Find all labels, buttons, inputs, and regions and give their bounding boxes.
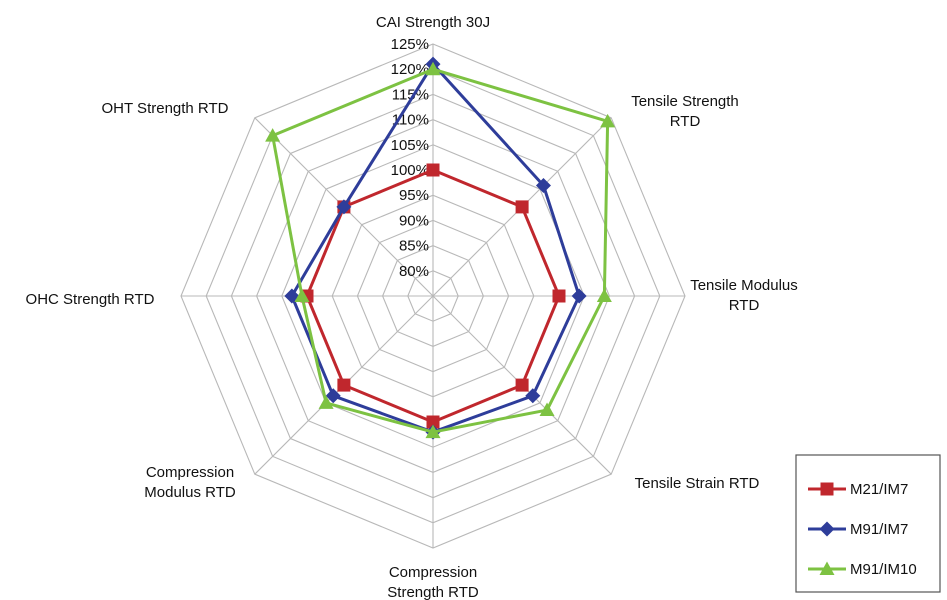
data-point-m91-im10-oht-strength-rtd — [265, 128, 281, 142]
data-point-m91-im7-oht-strength-rtd — [336, 199, 352, 215]
axis-label-tensile-strain-rtd: Tensile Strain RTD — [635, 475, 760, 492]
series-line-m91-im10 — [271, 67, 610, 434]
legend-item-m91-im10: M91/IM10 — [808, 561, 917, 578]
tick-label: 95% — [399, 187, 429, 204]
axis-label-oht-strength-rtd: OHT Strength RTD — [102, 100, 229, 117]
data-point-m91-im10-cai-strength-30j — [425, 61, 441, 76]
axis-label-tensile-strength-rtd: Tensile Strength RTD — [631, 93, 739, 130]
series-line-m91-im7 — [290, 62, 581, 434]
data-point-m21-im7-tensile-modulus-rtd — [552, 289, 566, 303]
legend-marker-m21-im7 — [820, 482, 834, 496]
tick-label: 115% — [392, 86, 429, 103]
legend-label-m21-im7: M21/IM7 — [850, 481, 908, 498]
legend-box — [795, 454, 941, 593]
tick-label: 100% — [391, 162, 429, 179]
legend-item-m21-im7: M21/IM7 — [808, 481, 908, 498]
tick-label: 90% — [399, 212, 429, 229]
series-m91-im10 — [265, 61, 616, 439]
data-point-m91-im7-tensile-strength-rtd — [535, 178, 551, 194]
data-point-m91-im10-tensile-strength-rtd — [600, 113, 616, 128]
axis-label-compression-modulus-rtd: Compression Modulus RTD — [144, 464, 236, 501]
data-point-m21-im7-compression-modulus-rtd — [337, 378, 351, 392]
data-point-m91-im10-tensile-modulus-rtd — [596, 288, 612, 302]
legend: M21/IM7 M91/IM7 M91/IM10 — [795, 454, 941, 593]
tick-label: 80% — [399, 263, 429, 280]
data-point-m91-im7-compression-modulus-rtd — [325, 388, 341, 404]
tick-label: 105% — [391, 137, 429, 154]
data-point-m21-im7-tensile-strain-rtd — [515, 378, 529, 392]
tick-label: 85% — [399, 238, 429, 255]
legend-label-m91-im7: M91/IM7 — [850, 521, 908, 538]
data-point-m91-im7-tensile-modulus-rtd — [571, 288, 587, 304]
axis-label-tensile-modulus-rtd: Tensile Modulus RTD — [690, 277, 798, 314]
legend-label-m91-im10: M91/IM10 — [850, 561, 917, 578]
data-point-m91-im10-ohc-strength-rtd — [294, 288, 310, 302]
legend-marker-m91-im7 — [819, 521, 835, 537]
data-point-m91-im7-ohc-strength-rtd — [284, 288, 300, 304]
axis-label-cai-strength-30j: CAI Strength 30J — [376, 14, 490, 31]
axis-label-ohc-strength-rtd: OHC Strength RTD — [26, 291, 155, 308]
tick-label: 120% — [391, 61, 429, 78]
tick-label: 125% — [391, 36, 429, 53]
data-point-m91-im10-compression-modulus-rtd — [318, 395, 334, 409]
data-point-m91-im7-tensile-strain-rtd — [525, 388, 541, 404]
legend-marker-m91-im10 — [819, 561, 835, 575]
data-point-m91-im10-compression-strength-rtd — [425, 424, 441, 439]
axis-label-compression-strength-rtd: Compression Strength RTD — [387, 564, 479, 600]
data-point-m91-im10-tensile-strain-rtd — [539, 402, 555, 417]
data-point-m21-im7-cai-strength-30j — [426, 163, 440, 177]
axis-labels: CAI Strength 30J Tensile Strength RTD Tensi… — [26, 14, 798, 600]
data-point-m21-im7-compression-strength-rtd — [426, 415, 440, 429]
legend-item-m91-im7: M91/IM7 — [808, 521, 908, 538]
data-point-m21-im7-tensile-strength-rtd — [515, 200, 529, 214]
